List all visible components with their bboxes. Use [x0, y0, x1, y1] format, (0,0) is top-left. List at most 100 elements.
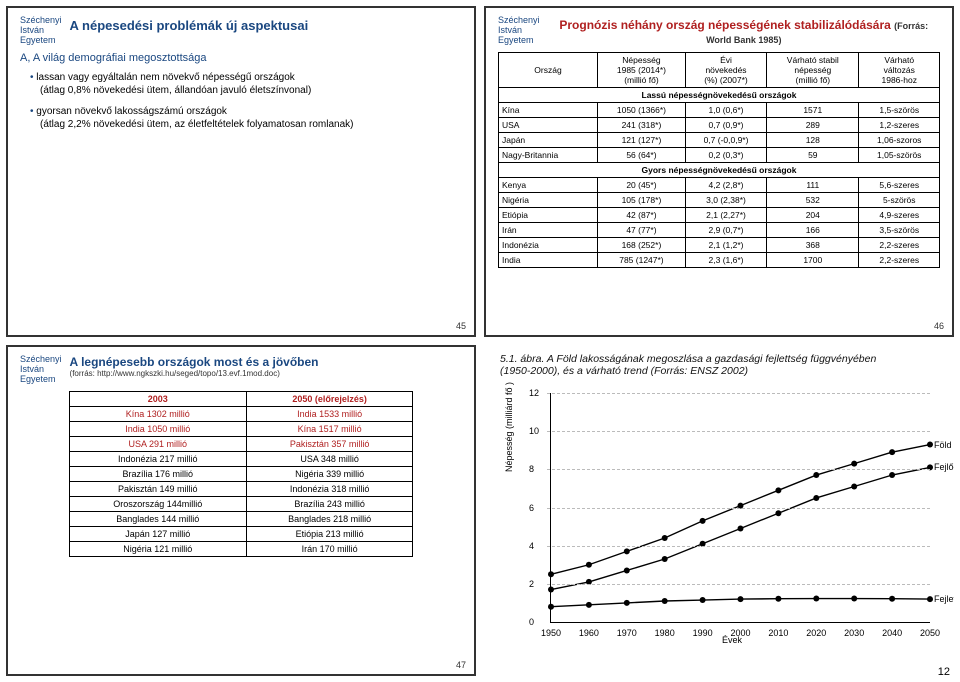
bullet-text: gyorsan növekvő lakosságszámú országok [36, 106, 227, 117]
table-cell: 1,0 (0,6*) [685, 103, 766, 118]
y-tick-label: 4 [529, 541, 534, 551]
bullet-sub: (átlag 2,2% növekedési ütem, az életfelt… [30, 119, 462, 130]
table-cell: Indonézia 217 millió [69, 451, 246, 466]
table-row: Japán 127 millióEtiópia 213 millió [69, 526, 413, 541]
table-cell: Nigéria 339 millió [246, 466, 412, 481]
table-cell: Nagy-Britannia [499, 148, 598, 163]
slide3-pagenum: 47 [456, 660, 466, 670]
table-cell: Etiópia [499, 208, 598, 223]
table-cell: 128 [767, 133, 859, 148]
slide-3: Széchenyi István Egyetem A legnépesebb o… [6, 345, 476, 676]
table-row: Nigéria 121 millióIrán 170 millió [69, 541, 413, 556]
table-cell: 2,9 (0,7*) [685, 223, 766, 238]
slide-4: 5.1. ábra. A Föld lakosságának megoszlás… [484, 345, 954, 676]
y-tick-label: 2 [529, 579, 534, 589]
table-group-header: Lassú népességnövekedésű országok [499, 88, 940, 103]
table-cell: 4,9-szeres [859, 208, 940, 223]
series-label: Fejlett országok [934, 594, 954, 604]
y-tick-label: 0 [529, 617, 534, 627]
table-cell: India 1050 millió [69, 421, 246, 436]
slide2-title: Prognózis néhány ország népességének sta… [548, 16, 940, 46]
table-cell: 1571 [767, 103, 859, 118]
grid-line [547, 584, 930, 585]
university-label: Széchenyi István Egyetem [20, 355, 62, 385]
table-row: Kína1050 (1366*)1,0 (0,6*)15711,5-szörös [499, 103, 940, 118]
slide1-section: A, A világ demográfiai megosztottsága [20, 52, 462, 64]
table-cell: 2,3 (1,6*) [685, 253, 766, 268]
x-tick-label: 2010 [768, 628, 788, 638]
table-cell: Etiópia 213 millió [246, 526, 412, 541]
bullet-text: lassan vagy egyáltalán nem növekvő népes… [36, 72, 295, 83]
y-axis-label: Népesség (milliárd fő ) [504, 382, 514, 472]
col-pop: Népesség1985 (2014*)(millió fő) [597, 53, 685, 88]
university-label: Széchenyi István Egyetem [498, 16, 540, 46]
table-cell: Nigéria [499, 193, 598, 208]
table-cell: 121 (127*) [597, 133, 685, 148]
x-tick-label: 1970 [617, 628, 637, 638]
x-tick-label: 1980 [655, 628, 675, 638]
table-row: Kína 1302 millióIndia 1533 millió [69, 406, 413, 421]
table-cell: Japán [499, 133, 598, 148]
table-cell: 42 (87*) [597, 208, 685, 223]
table-cell: 47 (77*) [597, 223, 685, 238]
chart-series-line [551, 445, 930, 575]
slide1-bullets: lassan vagy egyáltalán nem növekvő népes… [20, 72, 462, 130]
table-cell: 5,6-szeres [859, 178, 940, 193]
bullet-sub: (átlag 0,8% növekedési ütem, állandóan j… [30, 85, 462, 96]
table-cell: 1700 [767, 253, 859, 268]
table-cell: 3,0 (2,38*) [685, 193, 766, 208]
chart-series-line [551, 467, 930, 589]
table-cell: Pakisztán 357 millió [246, 436, 412, 451]
table-row: USA241 (318*)0,7 (0,9*)2891,2-szeres [499, 118, 940, 133]
grid-line [547, 508, 930, 509]
table-row: Nigéria105 (178*)3,0 (2,38*)5325-szörös [499, 193, 940, 208]
table-cell: Kína 1302 millió [69, 406, 246, 421]
table-cell: 532 [767, 193, 859, 208]
table-cell: 204 [767, 208, 859, 223]
col-2003: 2003 [69, 391, 246, 406]
table-cell: 166 [767, 223, 859, 238]
document-page-number: 12 [938, 666, 950, 678]
table-cell: 1050 (1366*) [597, 103, 685, 118]
table-cell: 0,7 (-0,0,9*) [685, 133, 766, 148]
table-cell: 2,2-szeres [859, 253, 940, 268]
table-row: India785 (1247*)2,3 (1,6*)17002,2-szeres [499, 253, 940, 268]
table-cell: Banglades 144 millió [69, 511, 246, 526]
table-row: Pakisztán 149 millióIndonézia 318 millió [69, 481, 413, 496]
x-tick-label: 2020 [806, 628, 826, 638]
table-cell: Kína 1517 millió [246, 421, 412, 436]
table-cell: 2,1 (1,2*) [685, 238, 766, 253]
chart-series-line [551, 599, 930, 607]
table-row: Kenya20 (45*)4,2 (2,8*)1115,6-szeres [499, 178, 940, 193]
table-cell: India 1533 millió [246, 406, 412, 421]
table-cell: 1,06-szoros [859, 133, 940, 148]
slide1-title: A népesedési problémák új aspektusai [70, 16, 462, 33]
x-tick-label: 2050 [920, 628, 940, 638]
table-cell: 785 (1247*) [597, 253, 685, 268]
slide3-source: (forrás: http://www.ngkszki.hu/seged/top… [70, 369, 462, 378]
table-cell: 56 (64*) [597, 148, 685, 163]
table-cell: Brazília 176 millió [69, 466, 246, 481]
table-row: Brazília 176 millióNigéria 339 millió [69, 466, 413, 481]
col-2050: 2050 (előrejelzés) [246, 391, 412, 406]
grid-line [547, 469, 930, 470]
table-cell: 2,2-szeres [859, 238, 940, 253]
table-row: Nagy-Britannia56 (64*)0,2 (0,3*)591,05-s… [499, 148, 940, 163]
x-axis-label: Évek [722, 635, 742, 645]
table-group-header: Gyors népességnövekedésű országok [499, 163, 940, 178]
table-row: Oroszország 144millióBrazília 243 millió [69, 496, 413, 511]
table-cell: 111 [767, 178, 859, 193]
chart-caption-2: (1950-2000), és a várható trend (Forrás:… [496, 365, 942, 379]
table-cell: Brazília 243 millió [246, 496, 412, 511]
prognosis-table: Ország Népesség1985 (2014*)(millió fő) É… [498, 52, 940, 268]
countries-table: 2003 2050 (előrejelzés) Kína 1302 millió… [69, 391, 414, 557]
x-tick-label: 2030 [844, 628, 864, 638]
table-cell: Irán 170 millió [246, 541, 412, 556]
table-cell: Oroszország 144millió [69, 496, 246, 511]
x-tick-label: 1990 [693, 628, 713, 638]
table-cell: USA 348 millió [246, 451, 412, 466]
x-tick-label: 2040 [882, 628, 902, 638]
table-cell: Banglades 218 millió [246, 511, 412, 526]
y-tick-label: 10 [529, 426, 539, 436]
series-label: Fejlődő országok [934, 462, 954, 472]
